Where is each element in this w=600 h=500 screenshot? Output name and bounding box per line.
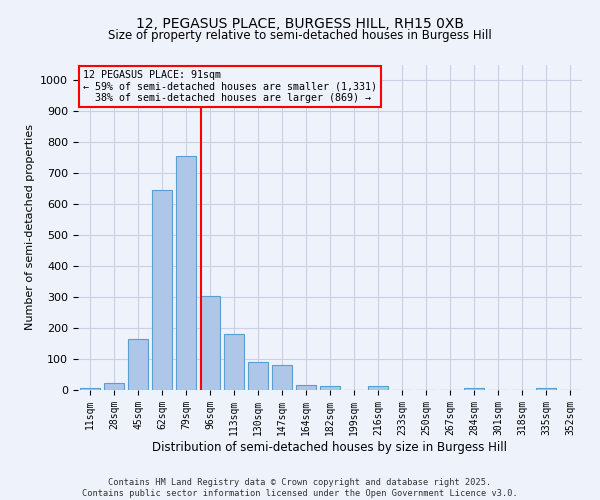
Y-axis label: Number of semi-detached properties: Number of semi-detached properties <box>25 124 35 330</box>
Bar <box>104 383 124 390</box>
Text: Contains HM Land Registry data © Crown copyright and database right 2025.
Contai: Contains HM Land Registry data © Crown c… <box>82 478 518 498</box>
Bar <box>80 388 100 390</box>
Bar <box>224 334 244 390</box>
Bar <box>176 156 196 390</box>
X-axis label: Distribution of semi-detached houses by size in Burgess Hill: Distribution of semi-detached houses by … <box>152 440 508 454</box>
Bar <box>536 388 556 390</box>
Bar <box>128 339 148 390</box>
Text: Size of property relative to semi-detached houses in Burgess Hill: Size of property relative to semi-detach… <box>108 29 492 42</box>
Bar <box>368 386 388 390</box>
Bar <box>200 296 220 390</box>
Bar <box>152 190 172 390</box>
Bar <box>464 388 484 390</box>
Text: 12 PEGASUS PLACE: 91sqm
← 59% of semi-detached houses are smaller (1,331)
  38% : 12 PEGASUS PLACE: 91sqm ← 59% of semi-de… <box>83 70 377 103</box>
Bar <box>296 386 316 390</box>
Bar <box>320 386 340 390</box>
Bar <box>248 362 268 390</box>
Bar <box>272 365 292 390</box>
Text: 12, PEGASUS PLACE, BURGESS HILL, RH15 0XB: 12, PEGASUS PLACE, BURGESS HILL, RH15 0X… <box>136 18 464 32</box>
